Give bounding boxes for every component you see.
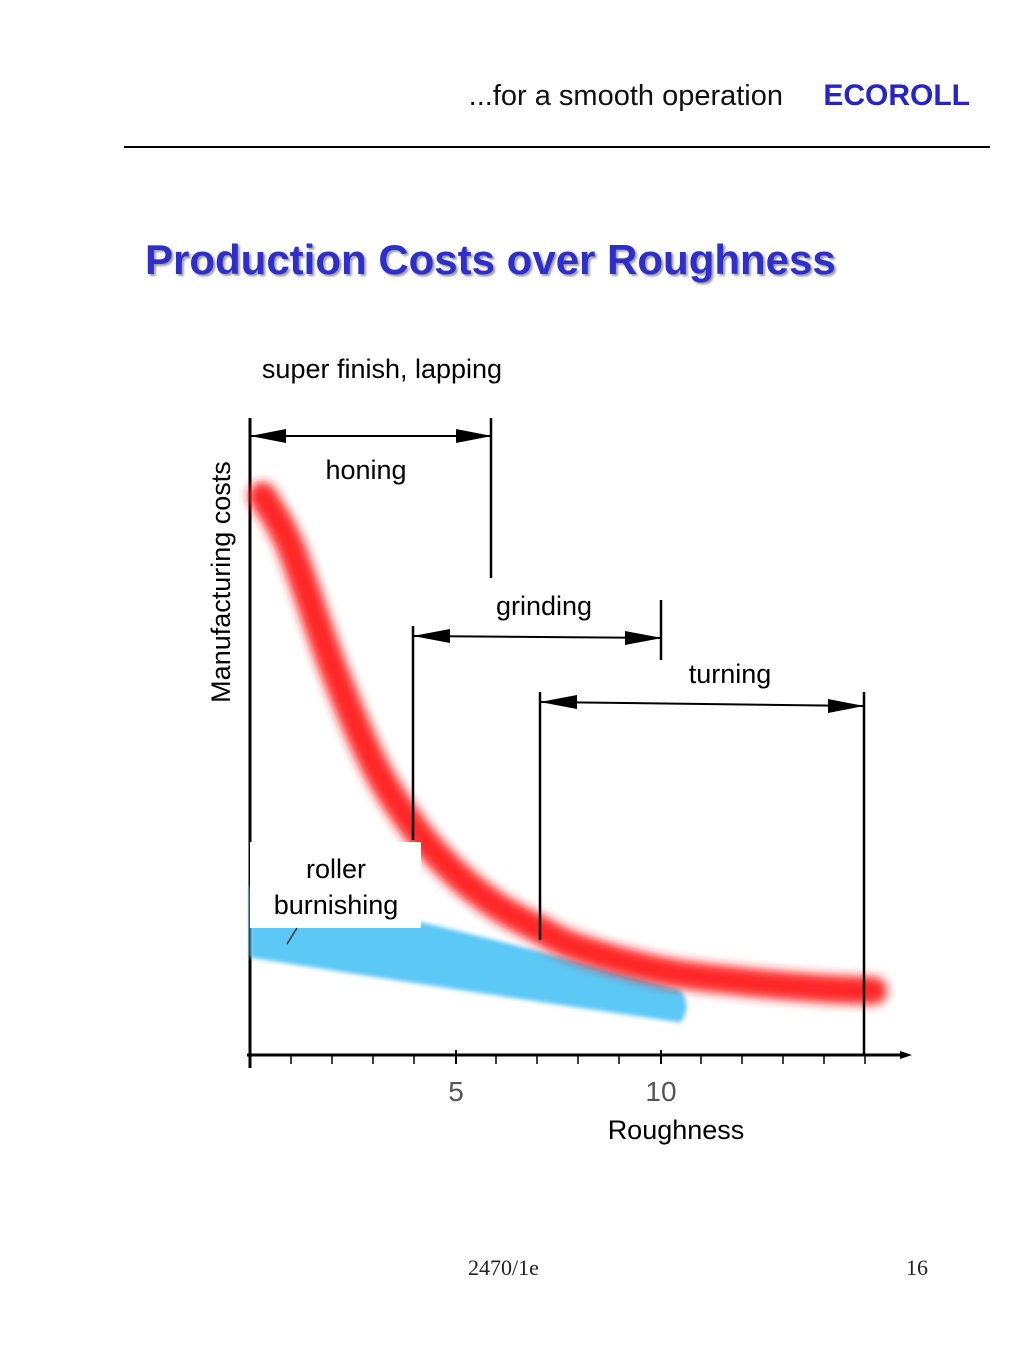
roller-burnishing-leader	[286, 927, 298, 945]
y-axis-label: Manufacturing costs	[206, 461, 236, 703]
header-tagline: ...for a smooth operation	[468, 80, 783, 112]
page-title: Production Costs over Roughness	[145, 236, 836, 283]
conventional-cost-curve	[248, 482, 888, 1005]
range-label-turning: turning	[689, 659, 772, 689]
x-axis-arrow	[900, 1051, 912, 1059]
range-label-super-finish: super finish, lapping	[262, 354, 502, 384]
x-axis-label: Roughness	[608, 1115, 745, 1145]
range-label-honing: honing	[325, 455, 406, 485]
x-tick-label-10: 10	[645, 1076, 676, 1107]
x-axis-minor-ticks	[290, 1055, 866, 1064]
header-divider	[124, 146, 990, 148]
range-label-grinding: grinding	[496, 591, 592, 621]
x-tick-label-5: 5	[448, 1076, 464, 1107]
roller-burnishing-label-box	[250, 842, 421, 928]
roller-burnishing-label-line2: burnishing	[274, 890, 399, 920]
brand-logo-text: ECOROLL	[823, 79, 970, 112]
roller-burnishing-label-line1: roller	[306, 854, 366, 884]
footer-document-code: 2470/1e	[468, 1255, 539, 1280]
footer-page-number: 16	[906, 1255, 928, 1280]
range-turning	[538, 692, 866, 1056]
range-super-finish	[250, 418, 493, 578]
range-grinding	[411, 600, 663, 840]
